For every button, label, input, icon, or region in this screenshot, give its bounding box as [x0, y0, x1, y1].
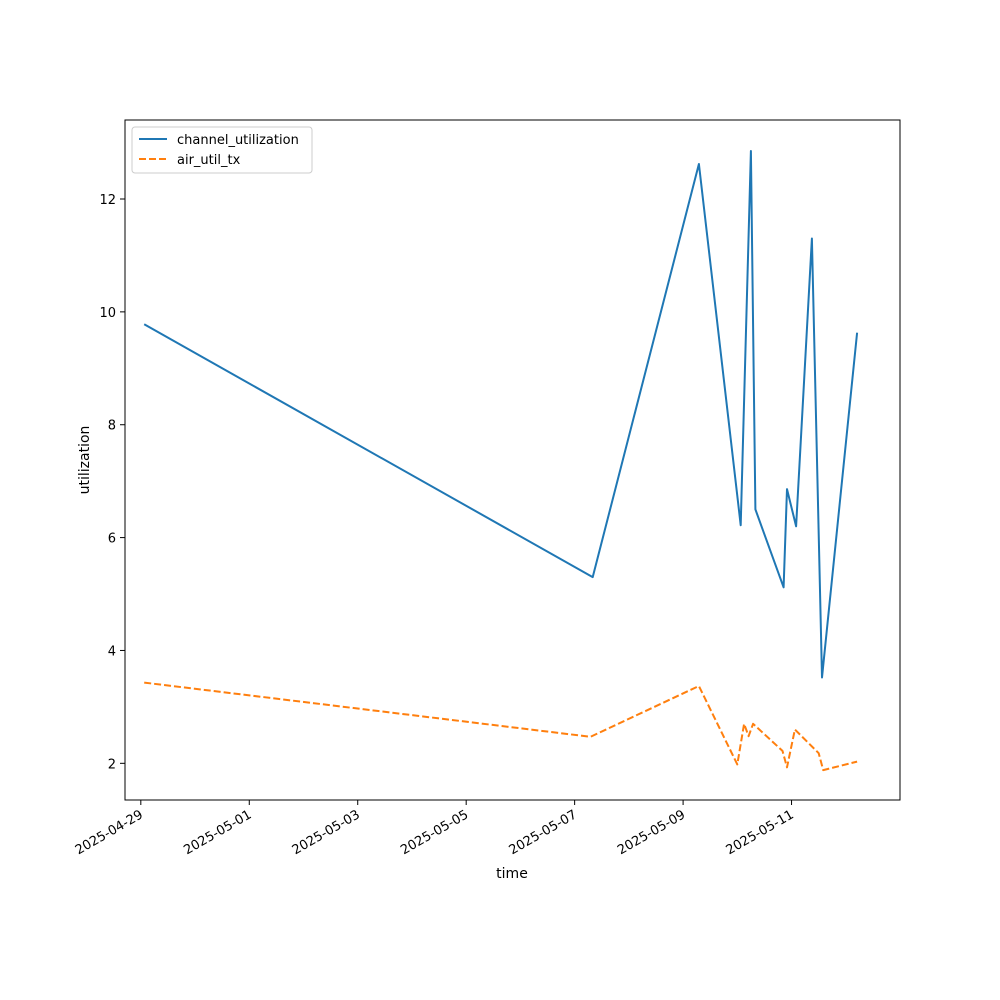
- y-axis: 2 4 6 8 10 12: [99, 193, 125, 772]
- y-tick-label: 10: [99, 306, 116, 321]
- y-tick-label: 2: [108, 757, 116, 772]
- series-layer: [143, 150, 859, 772]
- y-tick-label: 8: [108, 419, 116, 434]
- legend-box: [131, 126, 313, 174]
- series-line-channel-utilization: [143, 150, 859, 679]
- legend-label-channel-utilization: channel_utilization: [177, 133, 299, 148]
- series-line-air-util-tx: [144, 681, 858, 772]
- y-tick-label: 4: [108, 644, 116, 659]
- legend-label-air-util-tx: air_util_tx: [177, 153, 241, 168]
- plot-frame: [124, 119, 901, 801]
- y-tick-label: 6: [108, 532, 116, 547]
- legend: channel_utilization air_util_tx: [131, 126, 313, 174]
- y-axis-label: utilization: [77, 426, 93, 495]
- y-tick-label: 12: [99, 193, 116, 208]
- x-axis-label: time: [496, 866, 528, 882]
